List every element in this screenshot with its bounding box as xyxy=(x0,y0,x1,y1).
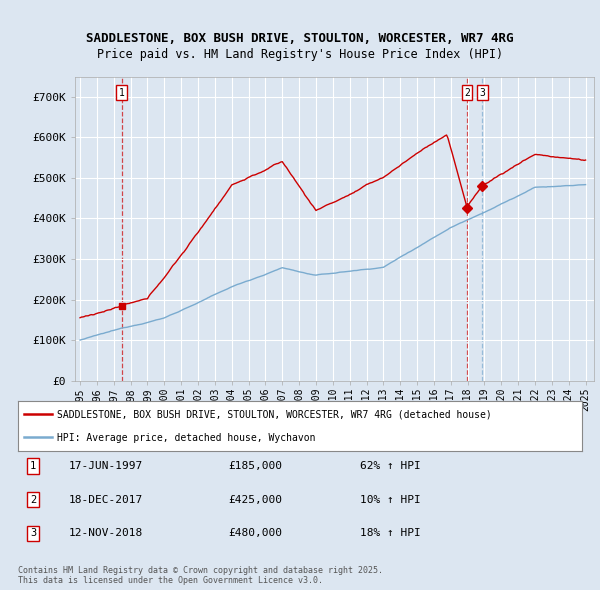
Text: 1: 1 xyxy=(30,461,36,471)
Text: 62% ↑ HPI: 62% ↑ HPI xyxy=(360,461,421,471)
Text: Price paid vs. HM Land Registry's House Price Index (HPI): Price paid vs. HM Land Registry's House … xyxy=(97,48,503,61)
Text: £185,000: £185,000 xyxy=(228,461,282,471)
Text: 2: 2 xyxy=(30,495,36,504)
Text: Contains HM Land Registry data © Crown copyright and database right 2025.
This d: Contains HM Land Registry data © Crown c… xyxy=(18,566,383,585)
Text: 17-JUN-1997: 17-JUN-1997 xyxy=(69,461,143,471)
Text: 18-DEC-2017: 18-DEC-2017 xyxy=(69,495,143,504)
Text: £480,000: £480,000 xyxy=(228,529,282,538)
Text: SADDLESTONE, BOX BUSH DRIVE, STOULTON, WORCESTER, WR7 4RG (detached house): SADDLESTONE, BOX BUSH DRIVE, STOULTON, W… xyxy=(58,409,492,419)
Text: 18% ↑ HPI: 18% ↑ HPI xyxy=(360,529,421,538)
Text: 3: 3 xyxy=(479,88,485,98)
Text: 10% ↑ HPI: 10% ↑ HPI xyxy=(360,495,421,504)
Text: SADDLESTONE, BOX BUSH DRIVE, STOULTON, WORCESTER, WR7 4RG: SADDLESTONE, BOX BUSH DRIVE, STOULTON, W… xyxy=(86,32,514,45)
Text: 3: 3 xyxy=(30,529,36,538)
Text: £425,000: £425,000 xyxy=(228,495,282,504)
Text: HPI: Average price, detached house, Wychavon: HPI: Average price, detached house, Wych… xyxy=(58,433,316,443)
Text: 2: 2 xyxy=(464,88,470,98)
Text: 1: 1 xyxy=(119,88,124,98)
Text: 12-NOV-2018: 12-NOV-2018 xyxy=(69,529,143,538)
